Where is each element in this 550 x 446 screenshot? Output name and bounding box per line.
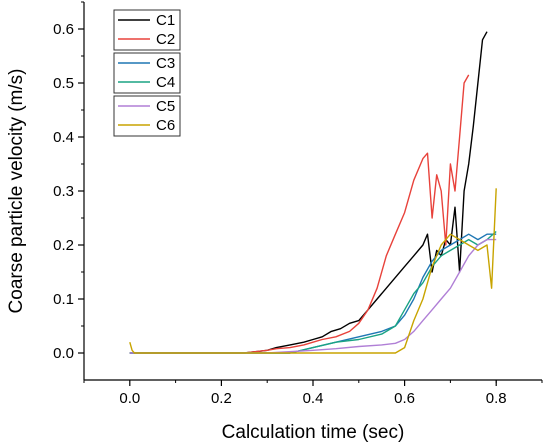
series-layer <box>129 31 497 354</box>
legend: C1 C2 C3 C4 C5 C6 <box>113 9 181 137</box>
ticks-layer: 0.0 0.2 0.4 0.6 0.8 0.0 0.1 0.2 0.3 0.4 0.5 0.6 <box>53 1 543 407</box>
y-tick-label: 0.5 <box>53 75 74 92</box>
x-tick-label: 0.8 <box>486 390 507 407</box>
y-tick-label: 0.3 <box>53 183 74 200</box>
x-tick-label: 0.4 <box>303 390 324 407</box>
legend-label-c1: C1 <box>156 12 175 29</box>
legend-box <box>113 95 181 137</box>
legend-label-c3: C3 <box>156 55 175 72</box>
x-tick-label: 0.6 <box>394 390 415 407</box>
x-tick-label: 0.0 <box>119 390 140 407</box>
legend-label-c5: C5 <box>156 98 175 115</box>
y-tick-label: 0.4 <box>53 129 74 146</box>
legend-label-c2: C2 <box>156 31 175 48</box>
series-line-c6 <box>129 188 497 354</box>
y-tick-label: 0.6 <box>53 21 74 38</box>
x-tick-label: 0.2 <box>211 390 232 407</box>
x-axis-title: Calculation time (sec) <box>222 422 405 443</box>
series-line-c2 <box>129 74 470 354</box>
legend-box <box>113 52 181 94</box>
series-line-c3 <box>129 233 497 354</box>
series-line-c1 <box>129 31 488 354</box>
y-tick-label: 0.2 <box>53 237 74 254</box>
legend-box <box>113 9 181 51</box>
y-axis-title: Coarse particle velocity (m/s) <box>6 69 27 314</box>
y-tick-label: 0.1 <box>53 291 74 308</box>
legend-label-c4: C4 <box>156 74 175 91</box>
y-tick-label: 0.0 <box>53 345 74 362</box>
legend-label-c6: C6 <box>156 117 175 134</box>
